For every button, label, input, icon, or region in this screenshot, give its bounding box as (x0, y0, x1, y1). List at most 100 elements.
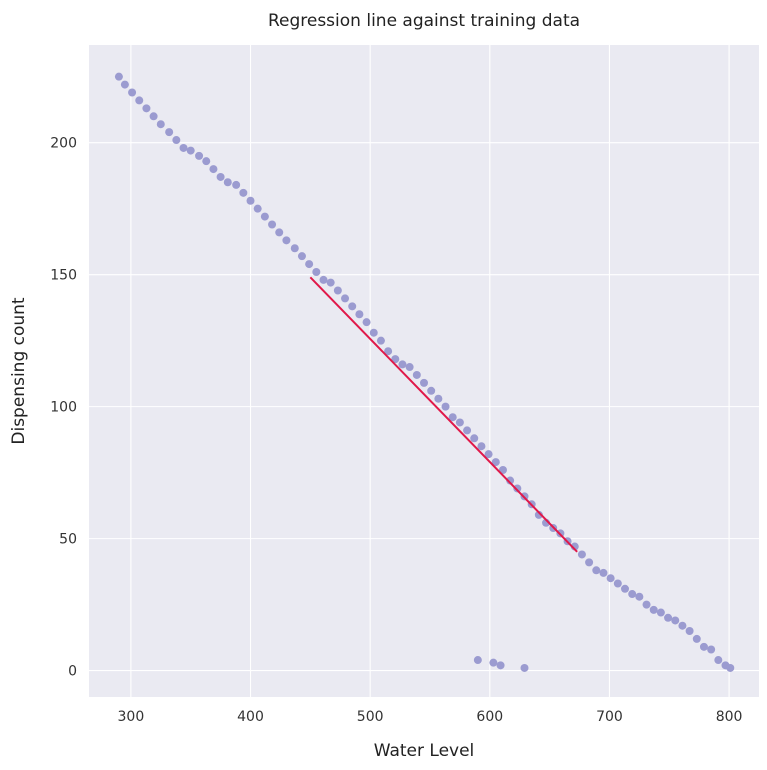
regression-line-group (309, 276, 578, 553)
x-tick-label: 300 (118, 709, 145, 725)
scatter-point (355, 310, 364, 319)
scatter-point (239, 188, 248, 197)
scatter-point (520, 663, 529, 672)
scatter-point (599, 568, 608, 577)
scatter-point (606, 574, 615, 583)
scatter-point (114, 72, 123, 81)
x-tick-label: 700 (596, 709, 623, 725)
scatter-point (621, 584, 629, 593)
chart-title: Regression line against training data (268, 11, 580, 31)
scatter-point (405, 363, 414, 372)
x-tick-label: 500 (357, 709, 384, 725)
scatter-point (128, 88, 137, 97)
scatter-point (707, 645, 716, 654)
scatter-point (699, 642, 708, 651)
scatter-point (441, 402, 450, 411)
scatter-point (209, 165, 218, 174)
scatter-point (635, 592, 644, 601)
scatter-point (420, 378, 428, 387)
scatter-point (172, 136, 181, 145)
scatter-point (202, 157, 211, 166)
scatter-point (496, 661, 505, 670)
scatter-point (348, 302, 357, 311)
scatter-point (297, 252, 306, 261)
scatter-point (448, 413, 457, 422)
scatter-point (692, 634, 701, 643)
scatter-point (678, 621, 687, 630)
x-axis-label: Water Level (374, 741, 475, 761)
scatter-point (726, 663, 735, 672)
scatter-point (613, 579, 622, 588)
x-tick-label: 400 (237, 709, 264, 725)
scatter-point (398, 360, 407, 369)
scatter-point (305, 260, 314, 269)
regression-line (309, 276, 578, 553)
scatter-point (260, 212, 269, 221)
x-axis-ticks: 300 400 500 600 700 800 (118, 709, 743, 725)
scatter-point (376, 336, 385, 345)
scatter-point (165, 128, 174, 137)
scatter-point (312, 268, 321, 277)
scatter-point (326, 278, 335, 287)
scatter-point (473, 656, 482, 665)
scatter-point (714, 656, 723, 665)
scatter-point (319, 275, 328, 284)
scatter-point (156, 120, 165, 129)
scatter-point (649, 605, 658, 614)
scatter-point (592, 566, 601, 575)
scatter-point (282, 236, 291, 245)
scatter-point (685, 627, 694, 636)
scatter-point (216, 172, 225, 181)
y-tick-label: 50 (59, 532, 77, 548)
scatter-point (534, 510, 543, 519)
scatter-point (412, 370, 421, 379)
scatter-point (491, 458, 500, 467)
scatter-point (149, 112, 158, 121)
scatter-point (671, 616, 680, 625)
scatter-point (477, 442, 486, 451)
scatter-point (470, 434, 479, 443)
scatter-point (333, 286, 342, 295)
scatter-point (664, 613, 673, 622)
scatter-point (513, 484, 522, 493)
y-axis-label: Dispensing count (9, 297, 29, 445)
scatter-point (577, 550, 586, 559)
scatter-point (369, 328, 378, 337)
scatter-point (290, 244, 299, 253)
scatter-point (628, 590, 637, 599)
grid (89, 45, 759, 697)
scatter-point (362, 318, 371, 327)
scatter-point (232, 180, 241, 189)
scatter-point (179, 143, 188, 152)
scatter-point (246, 196, 255, 205)
scatter-point (384, 347, 393, 356)
scatter-point (186, 146, 195, 155)
scatter-point (498, 465, 507, 474)
scatter-point (427, 386, 436, 395)
scatter-points (114, 72, 735, 672)
y-axis-ticks: 0 50 100 150 200 (50, 136, 77, 680)
x-tick-label: 600 (476, 709, 503, 725)
scatter-point (506, 476, 515, 485)
y-tick-label: 100 (50, 400, 77, 416)
scatter-point (391, 355, 400, 364)
scatter-point (642, 600, 651, 609)
scatter-point (455, 418, 464, 427)
y-tick-label: 0 (68, 664, 77, 680)
scatter-point (268, 220, 277, 229)
scatter-point (195, 151, 204, 160)
scatter-point (120, 80, 129, 89)
scatter-point (489, 658, 498, 667)
scatter-point (656, 608, 665, 617)
scatter-point (142, 104, 151, 113)
y-tick-label: 150 (50, 268, 77, 284)
scatter-point (253, 204, 262, 213)
scatter-point (341, 294, 350, 303)
scatter-point (585, 558, 594, 567)
x-tick-label: 800 (716, 709, 743, 725)
y-tick-label: 200 (50, 136, 77, 152)
scatter-point (223, 178, 232, 187)
scatter-point (275, 228, 284, 237)
scatter-point (135, 96, 144, 105)
